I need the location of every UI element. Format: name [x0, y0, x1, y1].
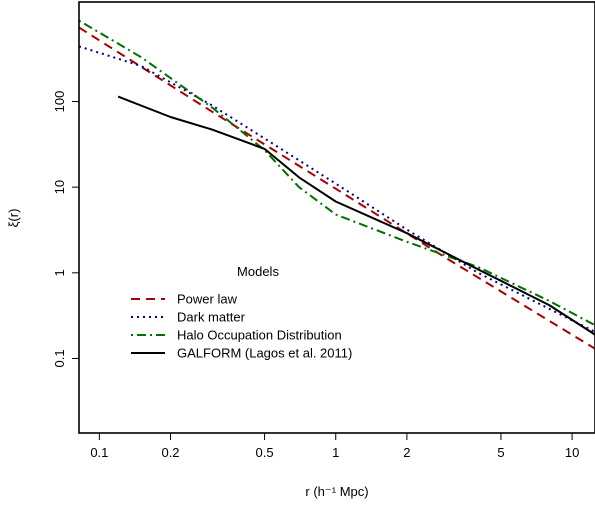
y-tick-label: 100 [52, 91, 67, 113]
series-line [117, 95, 595, 336]
x-tick-label: 2 [403, 445, 410, 460]
legend-label: Dark matter [177, 310, 246, 325]
y-tick-label: 1 [52, 269, 67, 276]
x-axis-label: r (h⁻¹ Mpc) [305, 484, 368, 499]
axes: 0.1 0.2 0.5 1 2 5 10 0.1 1 10 100 [52, 91, 579, 460]
x-tick-label: 5 [497, 445, 504, 460]
x-tick-label: 0.5 [256, 445, 274, 460]
legend-title: Models [237, 264, 279, 279]
legend-item: Power law [131, 292, 238, 307]
legend-label: GALFORM (Lagos et al. 2011) [177, 346, 352, 361]
plot-frame [78, 1, 595, 434]
legend-item: Dark matter [131, 310, 246, 325]
y-tick-label: 10 [52, 180, 67, 194]
y-axis-label: ξ(r) [6, 209, 21, 228]
y-tick-label: 0.1 [52, 349, 67, 367]
x-tick-label: 0.1 [90, 445, 108, 460]
plot-area [79, 19, 595, 350]
x-tick-label: 0.2 [161, 445, 179, 460]
x-tick-label: 10 [565, 445, 579, 460]
series-line [79, 26, 595, 350]
x-tick-label: 1 [332, 445, 339, 460]
legend-item: GALFORM (Lagos et al. 2011) [131, 346, 352, 361]
legend-item: Halo Occupation Distribution [131, 328, 342, 343]
legend-label: Halo Occupation Distribution [177, 328, 342, 343]
legend: Models Power law Dark matter Halo Occupatio… [131, 264, 352, 361]
legend-label: Power law [177, 292, 238, 307]
series-line [79, 19, 595, 327]
